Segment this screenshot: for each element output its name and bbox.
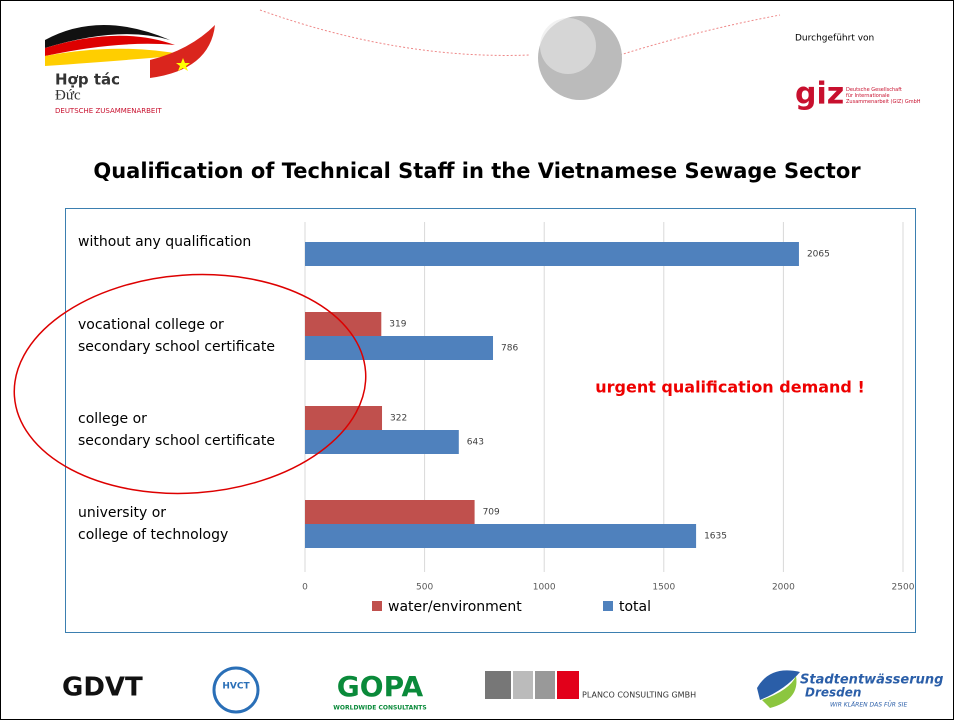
giz-name: Deutsche Gesellschaft für Internationale… [846,87,921,105]
dresden-logo: Dresden [805,686,861,700]
value-label: 319 [389,320,406,330]
planco-block [535,671,555,699]
gopa-sub: WORLDWIDE CONSULTANTS [333,705,426,712]
bar [305,500,475,524]
stadt-sub: WIR KLÄREN DAS FÜR SIE [830,702,907,709]
bar [305,524,696,548]
x-tick-label: 2500 [892,583,915,593]
legend-swatch [603,601,613,611]
planco-block [513,671,533,699]
category-label: vocational college or secondary school c… [78,314,308,358]
partner-line2: Đức [55,87,81,103]
x-tick-label: 1500 [652,583,675,593]
slide: Hợp tác Đức DEUTSCHE ZUSAMMENARBEIT Durc… [0,0,954,720]
legend-label: water/environment [388,599,522,615]
value-label: 1635 [704,532,727,542]
value-label: 709 [483,508,500,518]
value-label: 786 [501,344,518,354]
bar [305,242,799,266]
deco-line [620,15,780,55]
partner-line1: Hợp tác [55,71,120,89]
category-label: college or secondary school certificate [78,408,308,452]
gdvt-logo: GDVT [62,673,143,703]
bar [305,406,382,430]
annotation: urgent qualification demand ! [595,378,865,397]
plot: 0 500 1000 1500 2000 2500 2065 319 786 322 643 709 1… [302,222,915,615]
hvct-logo: HVCT [222,682,250,692]
deco-line [260,10,530,55]
globe-shine [540,18,596,74]
highlight-ellipse [7,263,373,505]
chart-title: Qualification of Technical Staff in the … [93,159,861,183]
partner-sub: DEUTSCHE ZUSAMMENARBEIT [55,107,162,115]
x-tick-label: 1000 [533,583,556,593]
value-label: 643 [467,438,484,448]
gopa-logo: GOPA [337,670,424,703]
x-tick-label: 2000 [772,583,795,593]
planco-block [485,671,511,699]
value-label: 322 [390,414,407,424]
category-label: university or college of technology [78,502,308,546]
bar [305,336,493,360]
executed-by: Durchgeführt von [795,34,874,44]
x-tick-label: 0 [302,583,308,593]
slide-graphics: Hợp tác Đức DEUTSCHE ZUSAMMENARBEIT Durc… [0,0,954,720]
category-label: without any qualification [78,231,308,253]
x-tick-label: 500 [416,583,433,593]
legend-label: total [619,599,651,615]
planco-logo: PLANCO CONSULTING GMBH [582,691,696,700]
legend-swatch [372,601,382,611]
planco-block [557,671,579,699]
bar [305,430,459,454]
value-label: 2065 [807,250,830,260]
giz-logo: giz [795,77,844,112]
